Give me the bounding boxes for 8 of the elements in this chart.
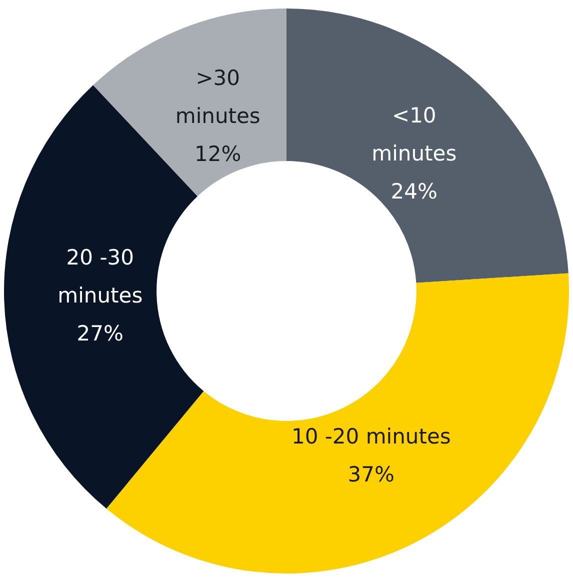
data-label: 12% (194, 142, 242, 166)
slice-label: >30 minutes (175, 66, 260, 128)
slice-label: 20 -30 minutes (58, 245, 143, 308)
data-label: 27% (76, 321, 124, 346)
slice-label: <10 minutes (372, 104, 457, 166)
data-label: 37% (348, 462, 394, 487)
data-label: 24% (390, 180, 438, 204)
slice-label: 10 -20 minutes (291, 424, 451, 449)
